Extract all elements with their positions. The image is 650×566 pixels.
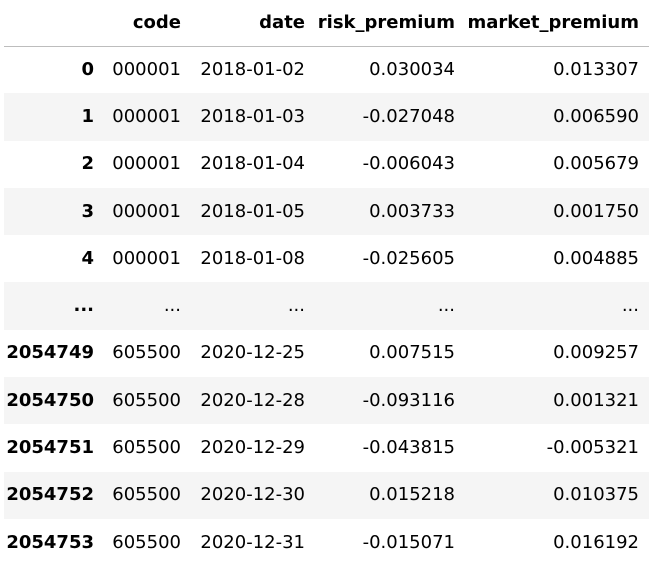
market-premium-cell: 0.010375: [553, 484, 639, 506]
market-premium-cell: 0.001321: [553, 389, 639, 411]
date-cell: 2020-12-29: [200, 437, 305, 459]
risk-premium-cell: -0.006043: [362, 153, 455, 175]
market-premium-cell: 0.016192: [553, 531, 639, 553]
date-cell: 2020-12-28: [200, 389, 305, 411]
market-premium-cell: 0.005679: [553, 153, 639, 175]
table-row: 1 000001 2018-01-03 -0.027048 0.006590: [4, 93, 649, 141]
code-cell: 000001: [112, 247, 181, 269]
market-premium-cell: 0.009257: [553, 342, 639, 364]
table-row: 4 000001 2018-01-08 -0.025605 0.004885: [4, 235, 649, 282]
row-index: 4: [81, 247, 94, 269]
market-premium-cell: 0.004885: [553, 247, 639, 269]
table-row: 2054753 605500 2020-12-31 -0.015071 0.01…: [4, 519, 649, 566]
row-index: 2054751: [6, 437, 94, 459]
code-cell: 000001: [112, 105, 181, 127]
row-index: 1: [81, 105, 94, 127]
date-cell: 2018-01-08: [200, 247, 305, 269]
date-cell: 2018-01-02: [200, 58, 305, 80]
table-row: 3 000001 2018-01-05 0.003733 0.001750: [4, 187, 649, 236]
ellipsis-row: ... ... ... ... ...: [4, 282, 649, 330]
risk-premium-cell: -0.015071: [362, 531, 455, 553]
row-index: 0: [81, 58, 94, 80]
column-header-risk-premium: risk_premium: [315, 0, 465, 47]
code-cell: 000001: [112, 58, 181, 80]
risk-premium-cell: -0.025605: [362, 247, 455, 269]
date-cell: 2020-12-30: [200, 484, 305, 506]
market-premium-cell: -0.005321: [546, 437, 639, 459]
risk-premium-cell: -0.043815: [362, 437, 455, 459]
code-cell: 605500: [112, 342, 181, 364]
date-cell: 2018-01-03: [200, 105, 305, 127]
date-cell: 2018-01-04: [200, 153, 305, 175]
market-premium-cell: 0.001750: [553, 200, 639, 222]
date-cell: 2020-12-31: [200, 531, 305, 553]
row-index: ...: [73, 295, 94, 317]
table-row: 2054749 605500 2020-12-25 0.007515 0.009…: [4, 330, 649, 377]
row-index: 2054750: [6, 389, 94, 411]
row-index: 2054752: [6, 484, 94, 506]
row-index: 2054749: [6, 342, 94, 364]
table-row: 2054750 605500 2020-12-28 -0.093116 0.00…: [4, 377, 649, 425]
table-row: 2054752 605500 2020-12-30 0.015218 0.010…: [4, 471, 649, 519]
risk-premium-cell: -0.093116: [362, 389, 455, 411]
risk-premium-cell: ...: [437, 295, 455, 317]
market-premium-cell: ...: [621, 295, 639, 317]
column-header-market-premium: market_premium: [465, 0, 649, 47]
code-cell: 000001: [112, 153, 181, 175]
code-cell: 605500: [112, 531, 181, 553]
column-header-date: date: [191, 0, 315, 47]
risk-premium-cell: 0.003733: [369, 200, 455, 222]
header-row: code date risk_premium market_premium: [4, 0, 649, 47]
code-cell: 605500: [112, 484, 181, 506]
row-index: 2054753: [6, 531, 94, 553]
table-row: 2054751 605500 2020-12-29 -0.043815 -0.0…: [4, 424, 649, 471]
risk-premium-cell: -0.027048: [362, 105, 455, 127]
code-cell: 000001: [112, 200, 181, 222]
row-index: 3: [81, 200, 94, 222]
table-row: 2 000001 2018-01-04 -0.006043 0.005679: [4, 141, 649, 188]
risk-premium-cell: 0.007515: [369, 342, 455, 364]
table-row: 0 000001 2018-01-02 0.030034 0.013307: [4, 46, 649, 93]
date-cell: ...: [287, 295, 305, 317]
dataframe-table: code date risk_premium market_premium 0 …: [4, 0, 649, 566]
code-cell: ...: [163, 295, 181, 317]
code-cell: 605500: [112, 437, 181, 459]
risk-premium-cell: 0.030034: [369, 58, 455, 80]
risk-premium-cell: 0.015218: [369, 484, 455, 506]
date-cell: 2018-01-05: [200, 200, 305, 222]
index-header: [4, 0, 104, 47]
market-premium-cell: 0.013307: [553, 58, 639, 80]
column-header-code: code: [104, 0, 191, 47]
market-premium-cell: 0.006590: [553, 105, 639, 127]
code-cell: 605500: [112, 389, 181, 411]
row-index: 2: [81, 153, 94, 175]
date-cell: 2020-12-25: [200, 342, 305, 364]
